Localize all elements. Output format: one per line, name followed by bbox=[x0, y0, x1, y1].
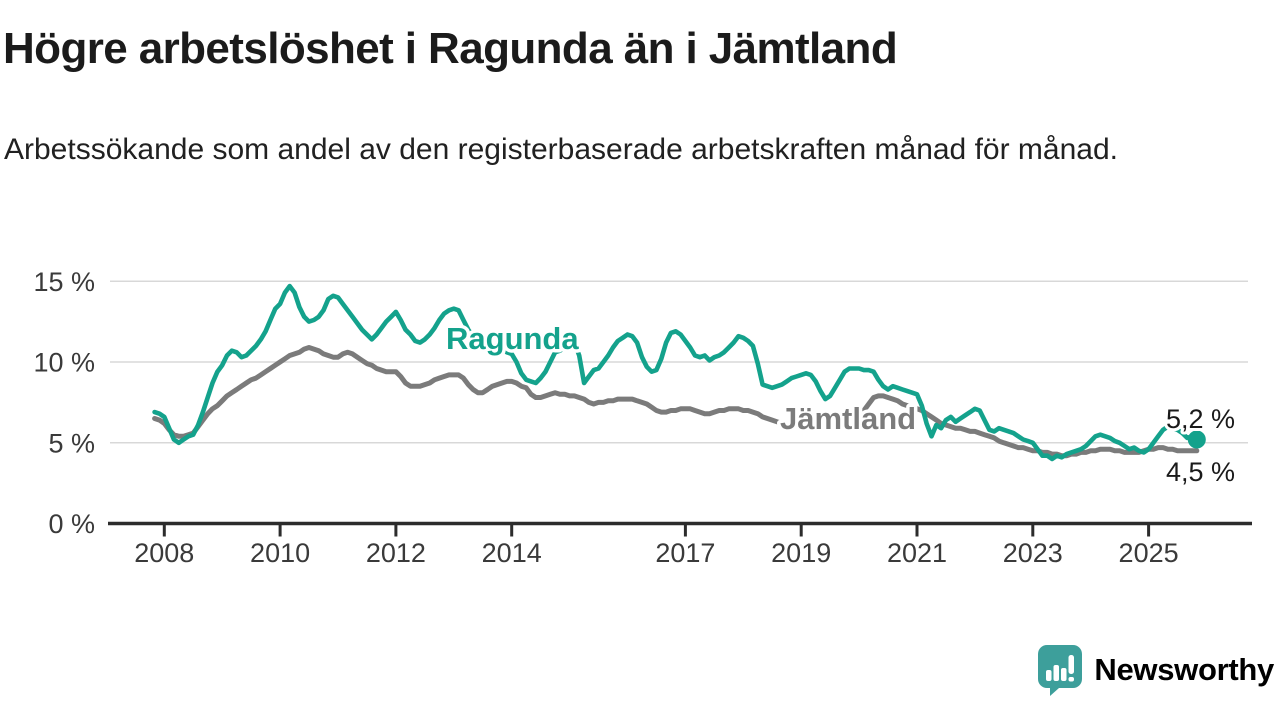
newsworthy-wordmark: Newsworthy bbox=[1094, 652, 1274, 687]
series-line-ragunda bbox=[152, 283, 1200, 462]
series-label-jämtland: Jämtland bbox=[780, 401, 916, 436]
x-tick-label: 2008 bbox=[134, 538, 194, 568]
y-tick-label: 0 % bbox=[48, 509, 95, 539]
series-label-ragunda: Ragunda bbox=[446, 321, 579, 356]
chart-subtitle: Arbetssökande som andel av den registerb… bbox=[4, 133, 1118, 166]
x-tick-label: 2021 bbox=[887, 538, 947, 568]
chart-title: Högre arbetslöshet i Ragunda än i Jämtla… bbox=[3, 24, 898, 73]
x-tick-label: 2017 bbox=[655, 538, 715, 568]
x-tick-label: 2014 bbox=[482, 538, 542, 568]
series-end-label-ragunda: 5,2 % bbox=[1166, 404, 1235, 434]
y-tick-label: 15 % bbox=[33, 267, 95, 297]
x-tick-label: 2012 bbox=[366, 538, 426, 568]
x-tick-label: 2023 bbox=[1003, 538, 1063, 568]
series-end-label-jämtland: 4,5 % bbox=[1166, 457, 1235, 487]
x-tick-label: 2010 bbox=[250, 538, 310, 568]
y-tick-label: 5 % bbox=[48, 428, 95, 458]
y-tick-label: 10 % bbox=[33, 348, 95, 378]
series-line-jämtland bbox=[152, 345, 1200, 459]
bar-chart-speech-bubble-icon bbox=[1038, 645, 1083, 696]
x-tick-label: 2025 bbox=[1119, 538, 1179, 568]
x-tick-label: 2019 bbox=[771, 538, 831, 568]
newsworthy-logo: Newsworthy bbox=[1037, 644, 1274, 696]
speech-bubble-shape bbox=[1038, 645, 1083, 696]
series-end-dot-ragunda bbox=[1187, 430, 1206, 449]
